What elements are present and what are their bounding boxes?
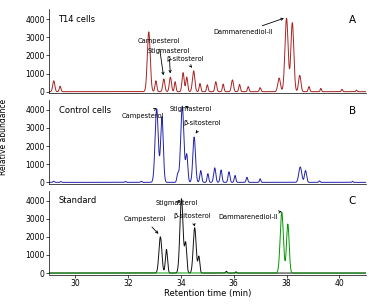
Text: Campesterol: Campesterol <box>121 109 164 119</box>
Text: Campesterol: Campesterol <box>123 216 166 233</box>
Text: Dammarenediol-II: Dammarenediol-II <box>213 18 283 35</box>
Text: A: A <box>349 15 356 25</box>
Text: β-sitosterol: β-sitosterol <box>173 213 211 226</box>
Text: β-sitosterol: β-sitosterol <box>184 120 221 133</box>
Text: C: C <box>349 196 356 206</box>
Text: T14 cells: T14 cells <box>58 15 96 24</box>
Text: Stigmasterol: Stigmasterol <box>148 48 190 73</box>
Text: β-sitosterol: β-sitosterol <box>166 56 204 67</box>
Text: Campesterol: Campesterol <box>137 38 180 74</box>
X-axis label: Retention time (min): Retention time (min) <box>164 289 251 298</box>
Text: Stigmasterol: Stigmasterol <box>170 106 212 112</box>
Text: Dammarenediol-II: Dammarenediol-II <box>218 211 281 221</box>
Text: Relative abundance: Relative abundance <box>0 99 8 175</box>
Text: Control cells: Control cells <box>58 106 110 115</box>
Text: Stigmasterol: Stigmasterol <box>156 200 198 206</box>
Text: Standard: Standard <box>58 196 97 205</box>
Text: B: B <box>349 106 356 116</box>
